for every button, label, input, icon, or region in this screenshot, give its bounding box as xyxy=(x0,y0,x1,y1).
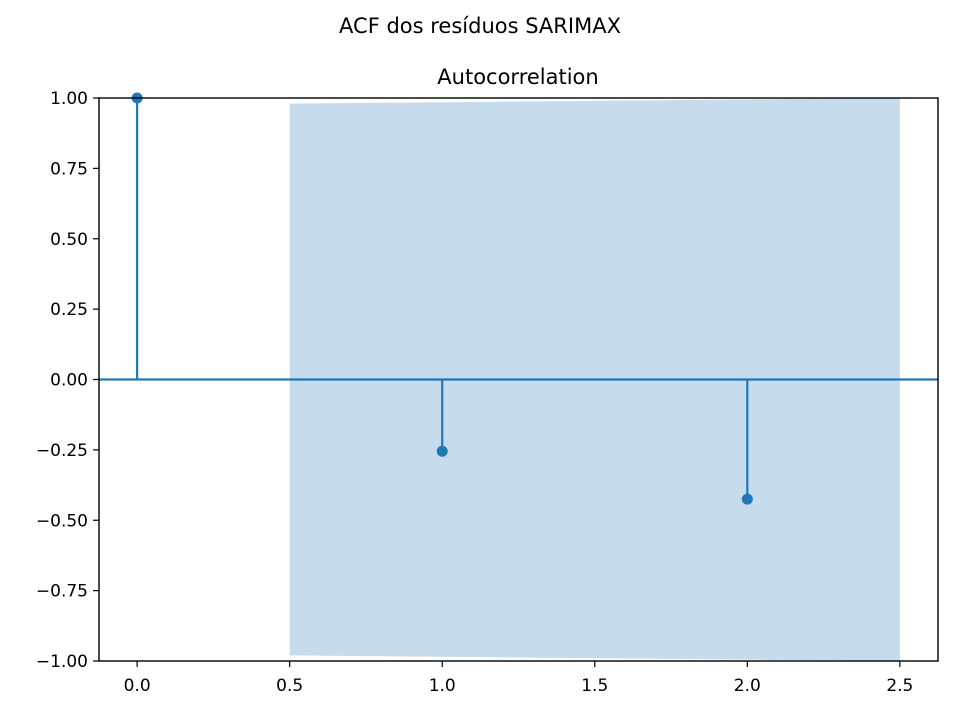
x-tick-label: 2.5 xyxy=(886,676,913,696)
x-tick-label: 1.0 xyxy=(429,676,456,696)
y-tick-label: −0.75 xyxy=(36,582,88,602)
x-tick-label: 2.0 xyxy=(734,676,761,696)
figure-suptitle: ACF dos resíduos SARIMAX xyxy=(339,14,621,38)
y-tick-label: 0.50 xyxy=(50,230,88,250)
x-tick-label: 0.5 xyxy=(276,676,303,696)
y-tick-label: −0.25 xyxy=(36,441,88,461)
acf-point-lag-2 xyxy=(741,493,753,505)
y-tick-label: 1.00 xyxy=(50,89,88,109)
y-tick-label: 0.75 xyxy=(50,159,88,179)
x-tick-label: 0.0 xyxy=(124,676,151,696)
x-tick-label: 1.5 xyxy=(581,676,608,696)
plot-area: 0.0 0.5 1.0 1.5 2.0 2.5 −1.00 −0.75 −0.50 −0.25 0.… xyxy=(36,89,939,696)
y-tick-label: −0.50 xyxy=(36,511,88,531)
chart-title: Autocorrelation xyxy=(437,65,598,89)
y-tick-label: 0.00 xyxy=(50,371,88,391)
y-tick-label: −1.00 xyxy=(36,652,88,672)
y-tick-label: 0.25 xyxy=(50,300,88,320)
acf-point-lag-1 xyxy=(436,445,448,457)
